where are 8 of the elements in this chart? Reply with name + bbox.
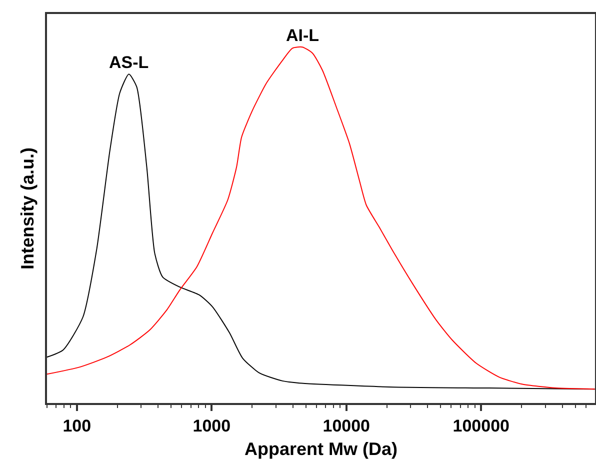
annotation: AS-L — [109, 53, 149, 72]
annotation: AI-L — [286, 26, 320, 45]
y-axis-title: Intensity (a.u.) — [18, 147, 38, 270]
x-axis-title: Apparent Mw (Da) — [244, 439, 398, 459]
x-tick-label: 100000 — [452, 416, 510, 436]
x-tick-label: 10000 — [322, 416, 370, 436]
x-tick-label: 100 — [62, 416, 92, 436]
x-tick-label: 1000 — [192, 416, 231, 436]
